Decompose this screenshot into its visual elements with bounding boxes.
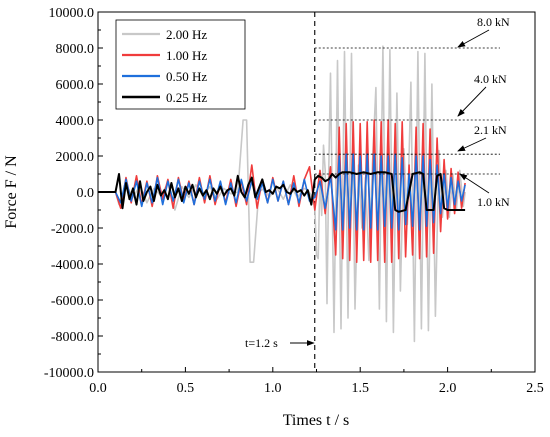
legend-label: 0.50 Hz — [166, 69, 207, 84]
axes: 0.0 0.5 1.0 1.5 2.0 2.5 10000.0 8000.0 6000.0 400… — [44, 6, 544, 396]
y-tick-label: 4000.0 — [56, 114, 95, 129]
reference-arrow — [459, 173, 490, 194]
reference-label: 8.0 kN — [477, 15, 510, 29]
y-axis-title: Force F / N — [3, 155, 20, 229]
y-tick-label: 2000.0 — [56, 150, 95, 165]
reference-label: 2.1 kN — [474, 123, 507, 137]
x-tick-label: 1.5 — [351, 381, 369, 396]
legend: 2.00 Hz 1.00 Hz 0.50 Hz 0.25 Hz — [115, 19, 246, 110]
legend-label: 1.00 Hz — [166, 48, 207, 63]
x-axis-title: Times t / s — [283, 412, 350, 429]
x-tick-label: 2.0 — [439, 381, 457, 396]
reference-arrow — [457, 29, 490, 48]
y-tick-label: -10000.0 — [44, 366, 94, 381]
legend-label: 0.25 Hz — [166, 90, 207, 105]
reference-label: 4.0 kN — [474, 72, 507, 86]
legend-label: 2.00 Hz — [166, 27, 207, 42]
series-line-0-50-hz — [98, 153, 466, 231]
reference-label: 1.0 kN — [477, 195, 510, 209]
series-lines — [98, 45, 466, 343]
x-tick-label: 1.0 — [264, 381, 282, 396]
y-tick-label: 0.0 — [77, 186, 95, 201]
y-tick-label: 10000.0 — [49, 6, 95, 21]
y-tick-label: 8000.0 — [56, 42, 95, 57]
x-tick-label: 2.5 — [526, 381, 544, 396]
y-tick-label: -8000.0 — [51, 330, 94, 345]
y-tick-label: -4000.0 — [51, 258, 94, 273]
y-tick-label: -2000.0 — [51, 222, 94, 237]
reference-arrow — [457, 86, 487, 117]
reference-arrow — [457, 137, 487, 152]
series-line-0-25-hz — [98, 171, 466, 213]
y-tick-label: 6000.0 — [56, 78, 95, 93]
annotations: 8.0 kN 4.0 kN 2.1 kN 1.0 kN t=1.2 s — [245, 15, 510, 350]
y-tick-label: -6000.0 — [51, 294, 94, 309]
marker-label: t=1.2 s — [245, 336, 278, 350]
x-tick-label: 0.5 — [177, 381, 195, 396]
x-tick-label: 0.0 — [89, 381, 107, 396]
